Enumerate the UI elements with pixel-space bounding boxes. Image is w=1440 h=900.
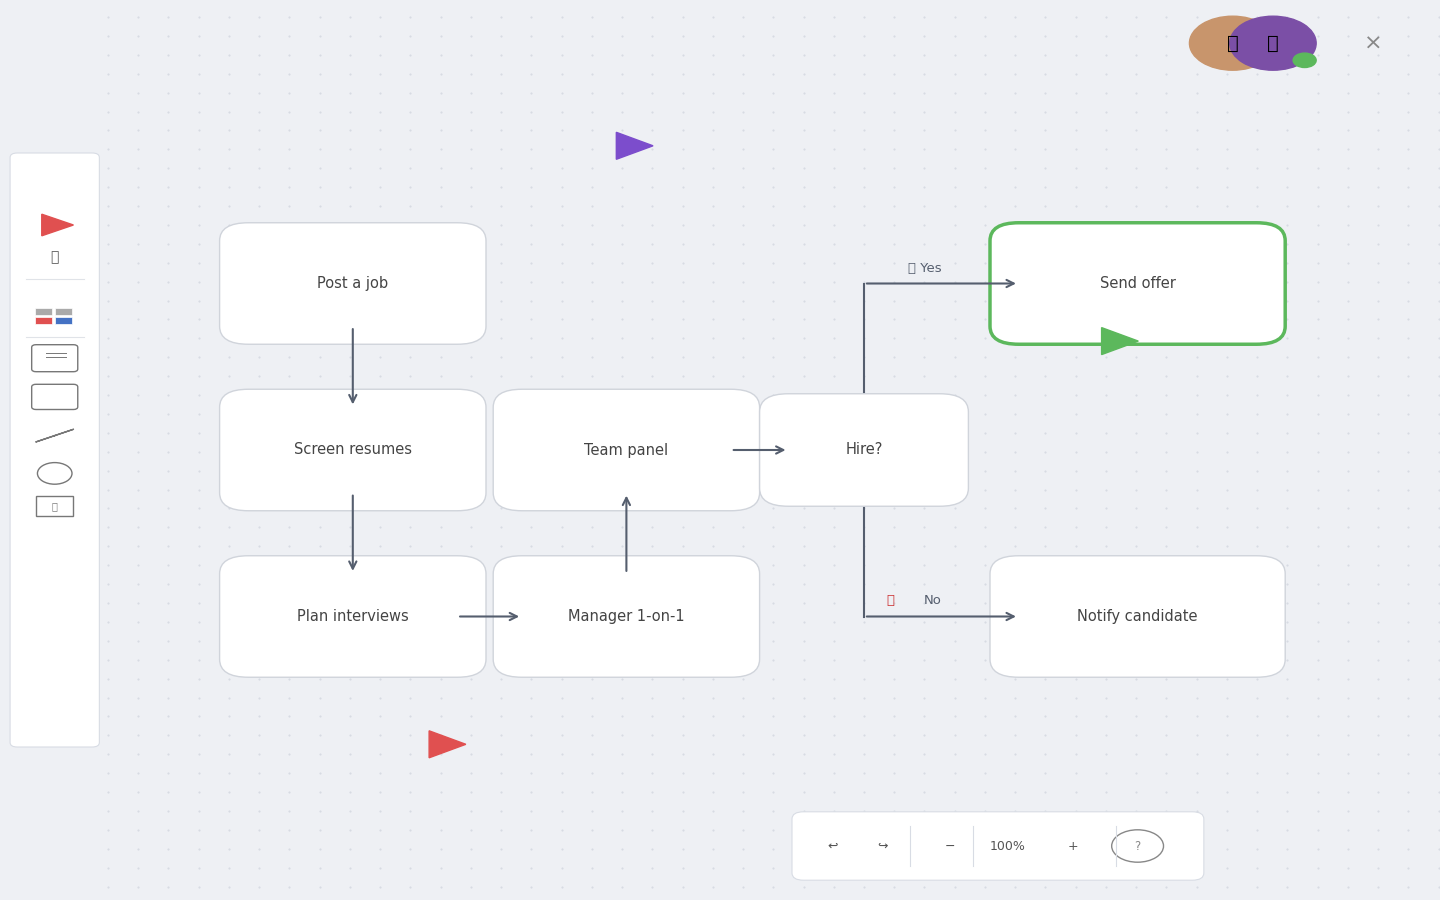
Text: Post a job: Post a job [317, 276, 389, 291]
FancyBboxPatch shape [492, 555, 760, 677]
Text: 👤: 👤 [1267, 33, 1279, 53]
Text: 100%: 100% [991, 840, 1025, 852]
Circle shape [1230, 16, 1316, 70]
FancyBboxPatch shape [991, 223, 1286, 344]
FancyBboxPatch shape [55, 317, 72, 324]
Polygon shape [1102, 328, 1138, 355]
FancyBboxPatch shape [35, 308, 52, 315]
FancyBboxPatch shape [219, 389, 487, 511]
Text: Notify candidate: Notify candidate [1077, 609, 1198, 624]
FancyBboxPatch shape [35, 317, 52, 324]
Circle shape [1293, 53, 1316, 68]
Text: ✋: ✋ [50, 250, 59, 265]
Text: Send offer: Send offer [1100, 276, 1175, 291]
Text: Team panel: Team panel [585, 443, 668, 457]
Polygon shape [42, 214, 73, 236]
Text: 👤: 👤 [1227, 33, 1238, 53]
Text: +: + [1067, 840, 1079, 852]
FancyBboxPatch shape [991, 555, 1286, 677]
FancyBboxPatch shape [55, 308, 72, 315]
Text: ×: × [1365, 33, 1382, 53]
Text: Screen resumes: Screen resumes [294, 443, 412, 457]
FancyBboxPatch shape [760, 394, 968, 506]
Text: Plan interviews: Plan interviews [297, 609, 409, 624]
Text: ⛰: ⛰ [52, 500, 58, 511]
Text: Hire?: Hire? [845, 443, 883, 457]
Text: ↩: ↩ [827, 840, 838, 852]
Text: No: No [924, 595, 942, 608]
Circle shape [1189, 16, 1276, 70]
Polygon shape [616, 132, 654, 159]
Polygon shape [429, 731, 467, 758]
Text: ❌: ❌ [886, 595, 894, 608]
Text: ✅ Yes: ✅ Yes [907, 262, 942, 274]
Text: ↪: ↪ [877, 840, 888, 852]
FancyBboxPatch shape [492, 389, 760, 511]
Text: −: − [945, 840, 956, 852]
FancyBboxPatch shape [219, 223, 487, 344]
Text: Manager 1-on-1: Manager 1-on-1 [569, 609, 684, 624]
FancyBboxPatch shape [219, 555, 487, 677]
FancyBboxPatch shape [10, 153, 99, 747]
FancyBboxPatch shape [792, 812, 1204, 880]
Text: ?: ? [1135, 840, 1140, 852]
